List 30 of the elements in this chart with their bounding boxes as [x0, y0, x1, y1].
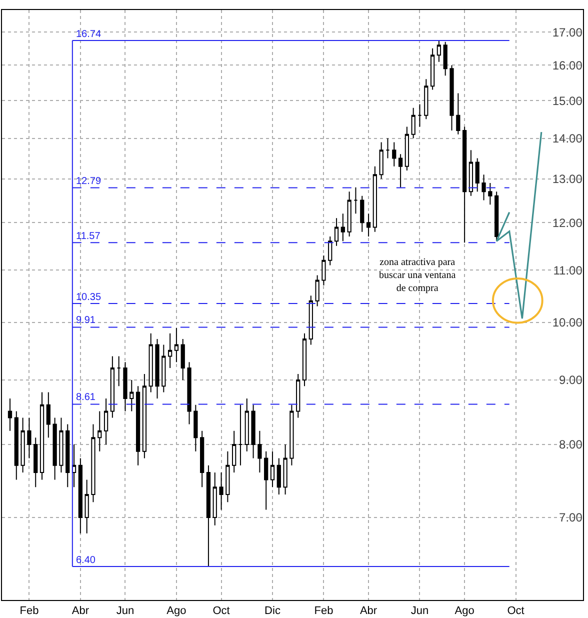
x-tick-label: Abr [360, 605, 378, 618]
y-tick-label: 16.00 [552, 58, 583, 72]
y-tick-label: 7.00 [559, 510, 583, 525]
x-tick-label: Ago [454, 605, 474, 618]
x-tick-label: Feb [20, 605, 39, 618]
x-tick-label: Oct [212, 605, 230, 618]
ref-line-label: 16.74 [76, 29, 102, 40]
y-tick-label: 17.00 [552, 25, 583, 40]
y-tick-label: 12.00 [552, 216, 583, 230]
ref-line-label: 10.35 [76, 292, 102, 303]
x-tick-label: Feb [314, 605, 334, 618]
y-tick-label: 9.00 [559, 373, 583, 388]
y-tick-label: 10.00 [552, 316, 583, 330]
ref-line-label: 8.61 [76, 392, 96, 403]
y-tick-label: 15.00 [552, 94, 583, 108]
x-tick-label: Jun [410, 605, 429, 618]
ref-line-label: 11.57 [76, 231, 101, 242]
ref-line-label: 9.91 [76, 315, 96, 326]
ref-line-label: 12.79 [76, 176, 102, 187]
annotation: zona atractiva para buscar una ventana de compra [379, 257, 456, 294]
x-tick-label: Oct [507, 605, 524, 618]
ref-line-label: 6.40 [76, 555, 96, 566]
x-tick-label: Abr [72, 605, 90, 618]
y-tick-label: 13.00 [552, 172, 583, 186]
x-tick-label: Dic [264, 605, 281, 618]
x-tick-label: Ago [166, 605, 186, 618]
x-tick-label: Jun [116, 605, 134, 618]
y-tick-label: 14.00 [552, 131, 583, 146]
y-tick-label: 11.00 [553, 263, 583, 278]
y-tick-label: 8.00 [559, 438, 583, 452]
